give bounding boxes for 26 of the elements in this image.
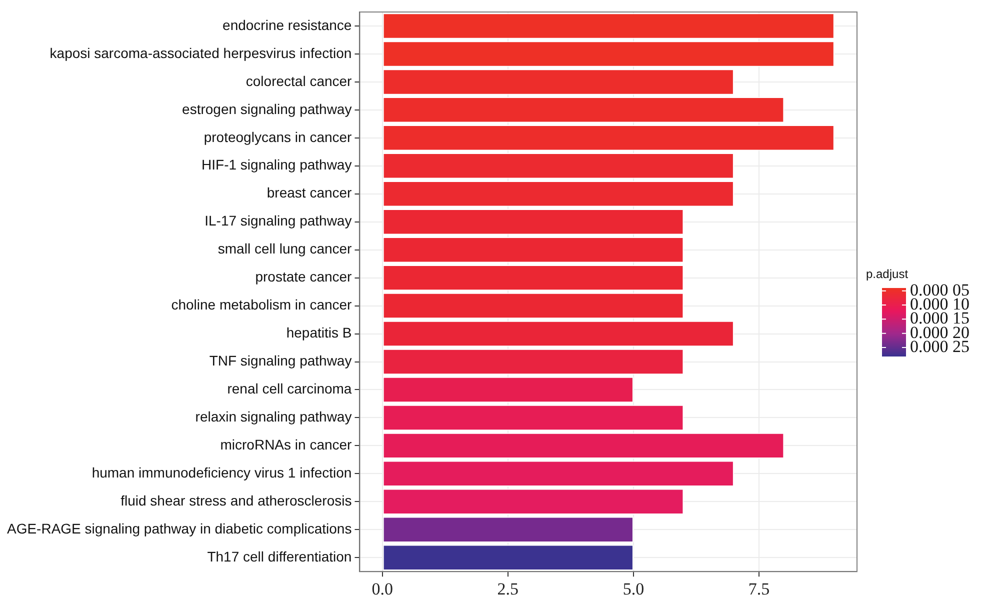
y-tick-label: breast cancer: [266, 184, 352, 201]
y-tick-label: estrogen signaling pathway: [182, 100, 352, 117]
y-tick-label: IL-17 signaling pathway: [204, 212, 352, 229]
y-tick-label: relaxin signaling pathway: [195, 408, 352, 425]
y-tick-label: AGE-RAGE signaling pathway in diabetic complications: [6, 520, 352, 536]
y-tick-label: kaposi sarcoma-associated herpesvirus infection: [50, 44, 352, 61]
y-tick-label: microRNAs in cancer: [220, 436, 352, 453]
x-tick-label: 5.0: [622, 579, 644, 598]
y-tick-label: choline metabolism in cancer: [171, 296, 352, 313]
y-tick-label: renal cell carcinoma: [227, 380, 352, 397]
color-bar-label: 0.000 05: [910, 280, 970, 300]
color-bar-title: p.adjust: [866, 267, 909, 281]
x-tick-label: 7.5: [748, 579, 770, 598]
y-tick-label: proteoglycans in cancer: [204, 128, 352, 145]
y-tick-label: hepatitis B: [286, 324, 352, 341]
y-tick-label: small cell lung cancer: [218, 240, 352, 257]
y-tick-label: human immunodeficiency virus 1 infection: [92, 464, 352, 481]
x-tick-label: 2.5: [497, 579, 519, 598]
y-tick-label: fluid shear stress and atherosclerosis: [120, 492, 352, 509]
y-tick-label: endocrine resistance: [222, 16, 352, 33]
y-tick-label: prostate cancer: [255, 268, 352, 285]
y-tick-label: HIF-1 signaling pathway: [202, 156, 352, 173]
y-tick-label: TNF signaling pathway: [209, 352, 352, 369]
y-tick-label: colorectal cancer: [246, 72, 352, 89]
y-tick-label: Th17 cell differentiation: [207, 548, 352, 564]
x-tick-label: 0.0: [372, 579, 393, 598]
